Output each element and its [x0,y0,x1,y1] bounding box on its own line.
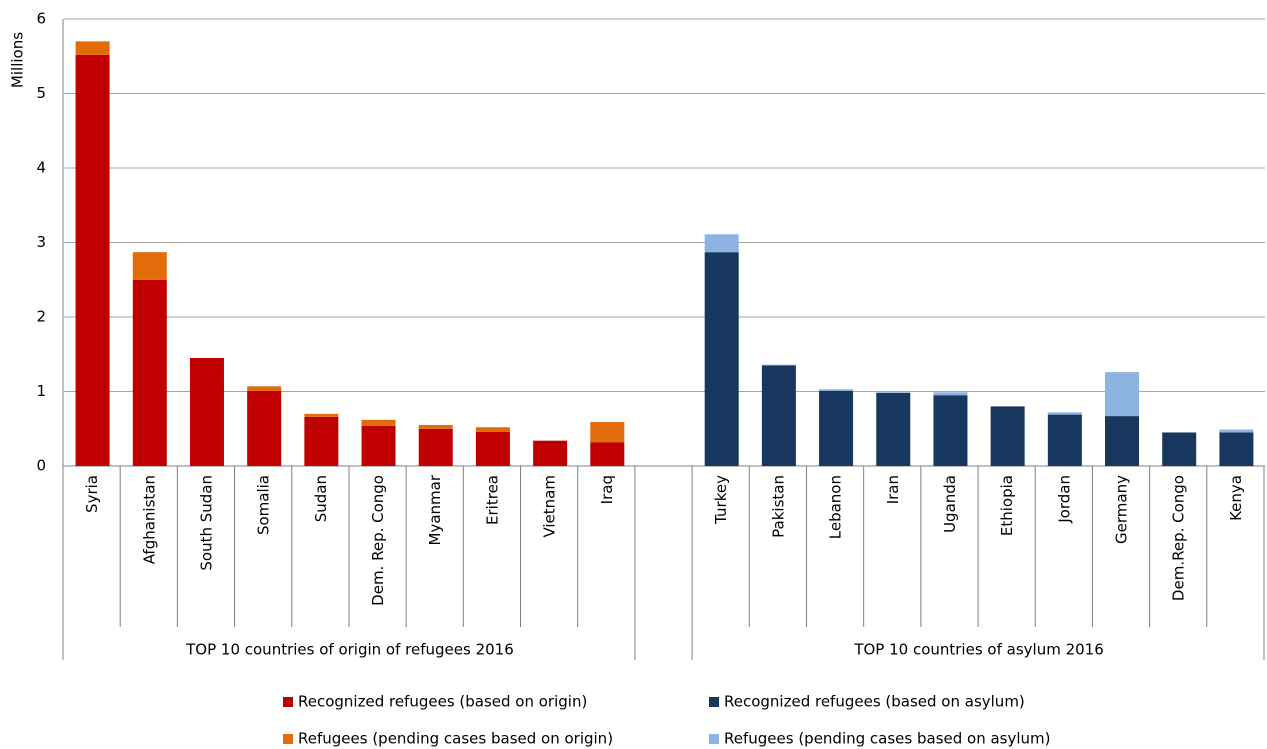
x-tick-label: Lebanon [827,475,845,539]
bar-segment [1047,412,1082,415]
bar-segment [475,431,510,466]
x-tick-label: South Sudan [197,475,215,571]
bar-segment [75,41,110,55]
bar-segment [132,252,167,280]
bar-segment [590,442,625,466]
bar-segment [1219,429,1254,433]
x-tick-label: Eritrea [483,475,501,525]
bar-segment [418,425,453,429]
x-tick-label: Somalia [255,475,273,535]
group-label: TOP 10 countries of asylum 2016 [853,641,1103,659]
x-tick-label: Jordan [1055,475,1073,524]
group-label: TOP 10 countries of origin of refugees 2… [185,641,514,659]
bar-segment [304,413,339,417]
x-tick-label: Iraq [598,475,616,504]
bar-segment [361,425,396,466]
bar-segment [189,357,224,466]
bar-segment [1162,432,1197,466]
bar-segment [1219,432,1254,466]
legend-label: Refugees (pending cases based on origin) [298,730,613,748]
y-tick-label: 6 [36,10,46,28]
bar-segment [361,419,396,426]
bar-segment [475,427,510,432]
bar-segment [418,428,453,466]
bar-segment [819,390,854,466]
x-tick-label: Turkey [712,475,730,525]
bar-segment [533,440,568,466]
bar-segment [1105,416,1140,466]
x-tick-label: Kenya [1227,475,1245,521]
x-tick-label: Myanmar [426,474,444,545]
bar-segment [819,389,854,391]
bar-segment [933,392,968,396]
legend-label: Recognized refugees (based on origin) [298,693,587,711]
bar-segment [132,279,167,466]
legend-swatch [709,734,719,744]
bar-segment [1105,372,1140,417]
y-tick-label: 1 [36,382,46,400]
bar-segment [761,365,796,466]
legend-swatch [283,734,293,744]
bar-segment [704,234,739,253]
bar-segment [590,422,625,443]
y-tick-label: 2 [36,308,46,326]
bar-segment [1047,414,1082,466]
bar-segment [990,406,1025,466]
bar-segment [933,395,968,466]
x-tick-label: Uganda [941,475,959,533]
bar-segment [876,392,911,393]
x-tick-label: Syria [83,475,101,513]
bar-segment [704,252,739,466]
x-tick-label: Dem. Rep. Congo [369,475,387,606]
x-tick-label: Sudan [312,475,330,522]
bar-segment [247,390,282,466]
x-tick-label: Dem.Rep. Congo [1170,475,1188,601]
x-tick-label: Pakistan [769,475,787,538]
y-tick-label: 3 [36,233,46,251]
bar-segment [876,392,911,466]
x-tick-label: Afghanistan [140,475,158,564]
bar-segment [247,386,282,391]
x-tick-label: Germany [1113,475,1131,544]
legend-label: Recognized refugees (based on asylum) [724,693,1025,711]
x-tick-label: Iran [884,475,902,504]
bar-segment [304,416,339,466]
x-tick-label: Ethiopia [998,475,1016,536]
y-tick-label: 0 [36,457,46,475]
bar-segment [761,364,796,366]
y-axis-label: Millions [9,32,27,88]
y-tick-label: 4 [36,159,46,177]
x-tick-label: Vietnam [541,475,559,538]
legend-swatch [283,697,293,707]
y-tick-label: 5 [36,84,46,102]
bar-segment [75,54,110,466]
legend-swatch [709,697,719,707]
legend-label: Refugees (pending cases based on asylum) [724,730,1051,748]
